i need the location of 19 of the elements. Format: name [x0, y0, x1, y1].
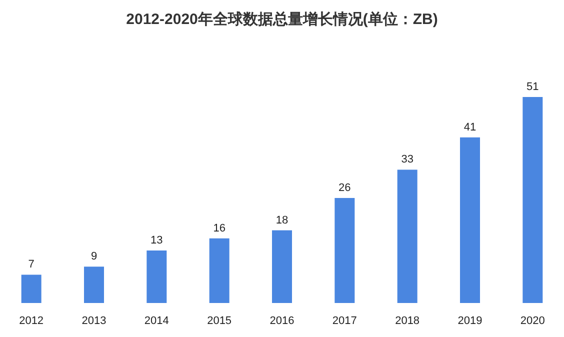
- x-tick-label: 2017: [332, 315, 357, 327]
- chart-title: 2012-2020年全球数据总量增长情况(单位：ZB): [126, 11, 438, 28]
- x-tick-label: 2012: [19, 315, 44, 327]
- data-label: 26: [338, 182, 351, 194]
- data-label: 13: [150, 234, 163, 246]
- data-label: 51: [526, 81, 539, 93]
- x-tick-label: 2019: [458, 315, 482, 327]
- x-tick-label: 2013: [82, 315, 106, 327]
- data-label: 16: [213, 222, 226, 234]
- data-label: 41: [464, 121, 476, 134]
- x-tick-label: 2014: [144, 315, 169, 327]
- x-tick-label: 2020: [520, 315, 545, 327]
- data-label: 33: [401, 154, 414, 166]
- x-tick-label: 2018: [395, 315, 420, 327]
- data-label: 9: [90, 250, 98, 263]
- x-tick-label: 2015: [207, 315, 232, 327]
- x-tick-label: 2016: [270, 315, 294, 327]
- data-label: 7: [28, 258, 34, 271]
- data-label: 18: [276, 214, 288, 226]
